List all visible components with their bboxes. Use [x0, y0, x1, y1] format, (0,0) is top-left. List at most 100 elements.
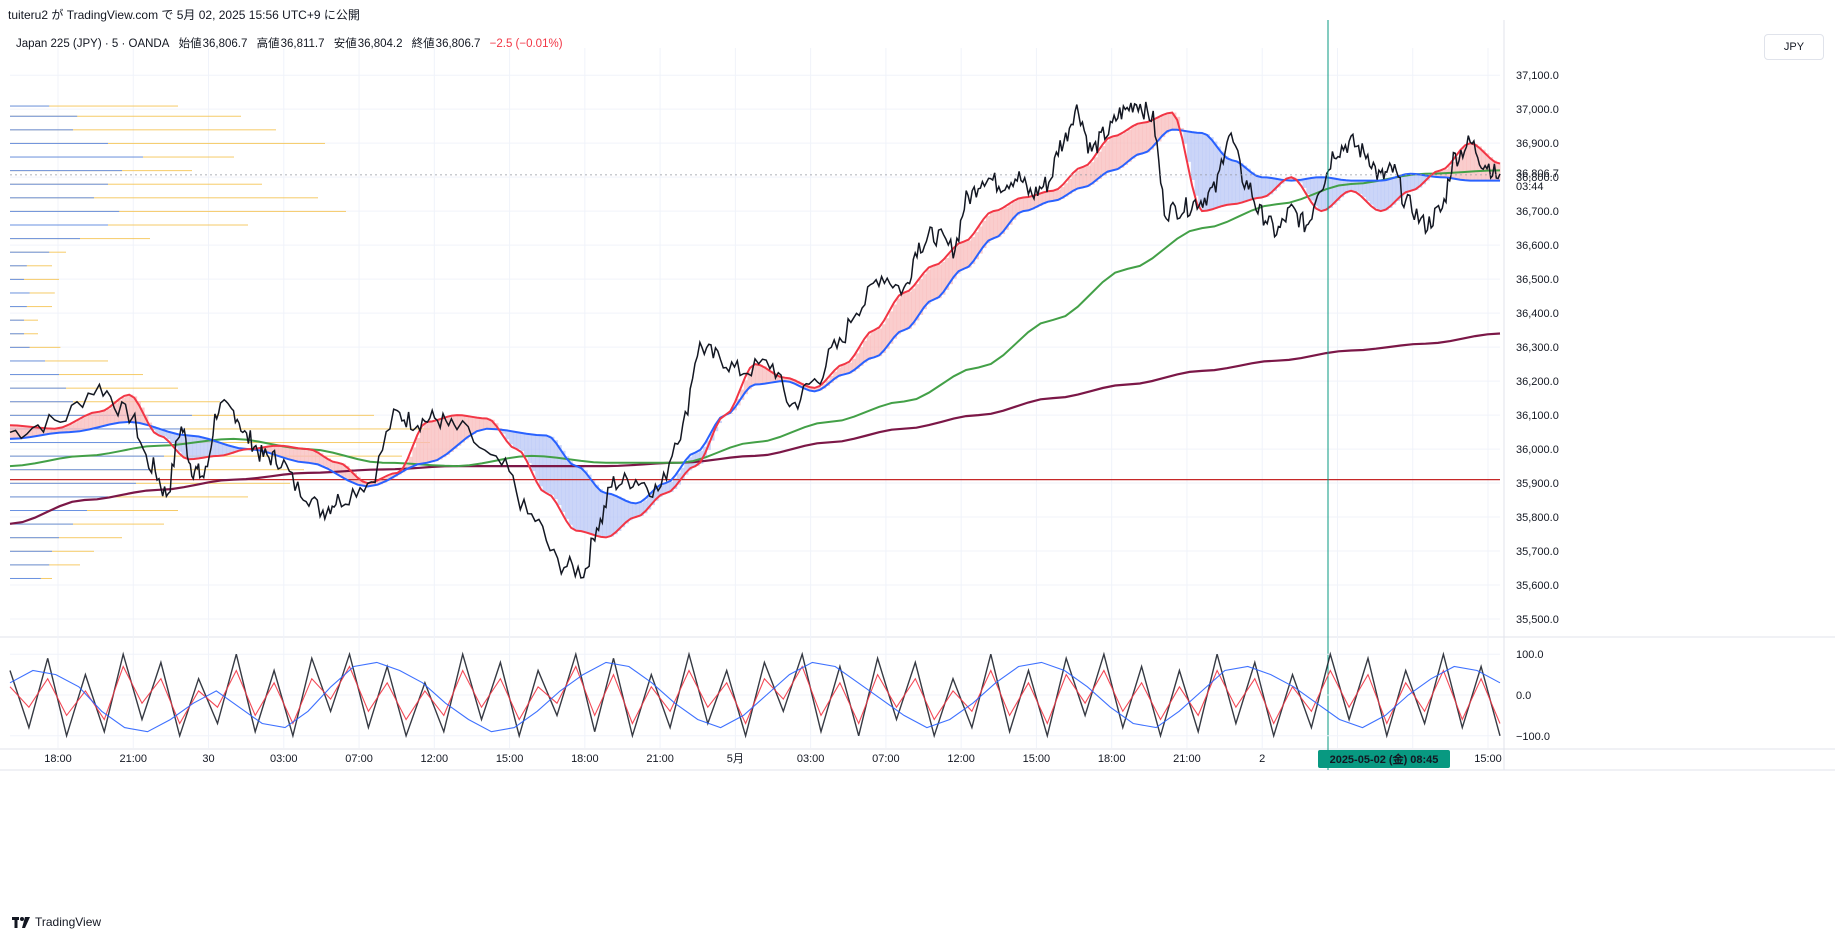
ma-fill-slice	[1202, 132, 1207, 212]
ma-fill-slice	[1257, 176, 1263, 198]
ma-fill-slice	[412, 447, 417, 467]
ma-fill-slice	[334, 462, 339, 473]
ma-fill-slice	[863, 340, 868, 363]
ma-fill-slice	[844, 364, 849, 375]
ma-fill-slice	[449, 416, 454, 452]
ma-fill-slice	[520, 432, 525, 451]
vp-bar-total	[10, 278, 59, 280]
ma-fill-slice	[1418, 174, 1423, 188]
ma-fill-slice	[1012, 201, 1017, 220]
ma-fill-slice	[620, 498, 626, 528]
vp-bar-up	[10, 564, 50, 566]
ma-fill-slice	[669, 481, 674, 493]
vp-bar-total	[10, 496, 248, 498]
ma-fill-slice	[1067, 178, 1073, 195]
ma-fill-slice	[1365, 180, 1371, 201]
vp-bar-total	[10, 105, 178, 107]
ma-fill-slice	[1406, 174, 1412, 192]
ma-fill-slice	[315, 451, 320, 464]
ma-fill-slice	[836, 367, 842, 377]
ma-fill-slice	[665, 483, 670, 494]
ma-fill-slice	[43, 428, 48, 435]
ma-fill-slice	[911, 288, 916, 326]
ma-fill-slice	[36, 427, 41, 437]
ma-fill-slice	[747, 372, 752, 390]
ma-fast-line	[9, 111, 1501, 539]
ma-fill-slice	[445, 417, 451, 455]
ma-fill-slice	[1000, 209, 1006, 235]
ma-fill-slice	[572, 464, 577, 530]
ma-fill-slice	[1120, 134, 1125, 168]
ma-fill-slice	[874, 330, 879, 358]
ma-fill-slice	[1272, 178, 1277, 192]
ma-fill-slice	[971, 236, 976, 265]
ma-fill-slice	[1116, 135, 1121, 170]
ma-fill-slice	[613, 494, 618, 535]
vp-bar-total	[10, 360, 108, 362]
ma-fill-slice	[1023, 197, 1028, 212]
ma-fill-slice	[132, 396, 138, 423]
ma-fill-slice	[512, 431, 518, 448]
ma-fill-slice	[296, 447, 302, 462]
ma-fill-slice	[922, 274, 927, 310]
ma-fill-slice	[95, 412, 100, 428]
ma-fill-slice	[207, 438, 212, 457]
ma-fill-slice	[948, 253, 953, 285]
high-label: 高値	[256, 38, 280, 50]
ma-fill-slice	[1358, 180, 1363, 194]
ma-fill-slice	[457, 415, 462, 446]
ma-fill-slice	[505, 430, 510, 440]
ma-fill-slice	[985, 215, 991, 244]
ma-fill-slice	[1455, 156, 1460, 179]
ma-fill-slice	[274, 445, 279, 455]
time-tick-label: 18:00	[571, 753, 599, 765]
tradingview-brand[interactable]: TradingView	[12, 915, 101, 929]
ma-fill-slice	[1198, 132, 1203, 207]
ma-fill-slice	[382, 477, 387, 483]
ma-fill-slice	[1369, 180, 1374, 205]
currency-button[interactable]: JPY	[1764, 34, 1824, 60]
vp-bar-total	[10, 482, 290, 484]
vp-bar-up	[10, 197, 94, 199]
vp-bar-total	[10, 265, 52, 267]
ma-fill-slice	[680, 467, 685, 480]
ma-fill-slice	[460, 415, 465, 443]
ma-fill-slice	[866, 335, 871, 360]
ma-fill-slice	[17, 425, 22, 439]
ma-fill-slice	[229, 445, 234, 454]
price-tick-label: 35,700.0	[1516, 546, 1559, 558]
ma-fill-slice	[989, 212, 994, 240]
ma-fill-slice	[308, 449, 313, 463]
ma-fill-slice	[1142, 122, 1147, 154]
ma-fill-slice	[1254, 174, 1259, 199]
ma-fill-slice	[833, 371, 838, 380]
ma-fill-slice	[1004, 206, 1009, 230]
price-tick-label: 36,600.0	[1516, 240, 1559, 252]
ma-fill-slice	[524, 433, 529, 456]
ma-fill-slice	[1265, 177, 1270, 197]
price-tick-label: 36,800.0	[1516, 172, 1559, 184]
ma-fill-slice	[501, 429, 506, 434]
ma-fill-slice	[814, 387, 819, 392]
price-tick-label: 36,000.0	[1516, 444, 1559, 456]
ma-fill-slice	[1015, 199, 1020, 216]
vp-bar-up	[10, 238, 80, 240]
osc-tick-label: 100.0	[1516, 649, 1544, 661]
ma-fill-slice	[326, 458, 331, 469]
ma-fill-slice	[1224, 155, 1229, 206]
crosshair-time-label: 2025-05-02 (金) 08:45	[1330, 752, 1439, 766]
ma-fill-slice	[1071, 174, 1076, 192]
ma-fill-slice	[851, 358, 857, 372]
symbol-legend: Japan 225 (JPY) · 5 · OANDA 始値36,806.7 高…	[16, 35, 569, 51]
vp-bar-total	[10, 142, 325, 144]
ma-fill-slice	[281, 445, 287, 458]
vp-bar-up	[10, 265, 27, 267]
vp-bar-up	[10, 278, 24, 280]
ma-fill-slice	[21, 425, 26, 439]
ma-fill-slice	[419, 429, 424, 464]
vp-bar-total	[10, 183, 262, 185]
ma-fill-slice	[594, 484, 600, 536]
time-tick-label: 18:00	[44, 753, 72, 765]
ma-fill-slice	[1447, 166, 1453, 178]
